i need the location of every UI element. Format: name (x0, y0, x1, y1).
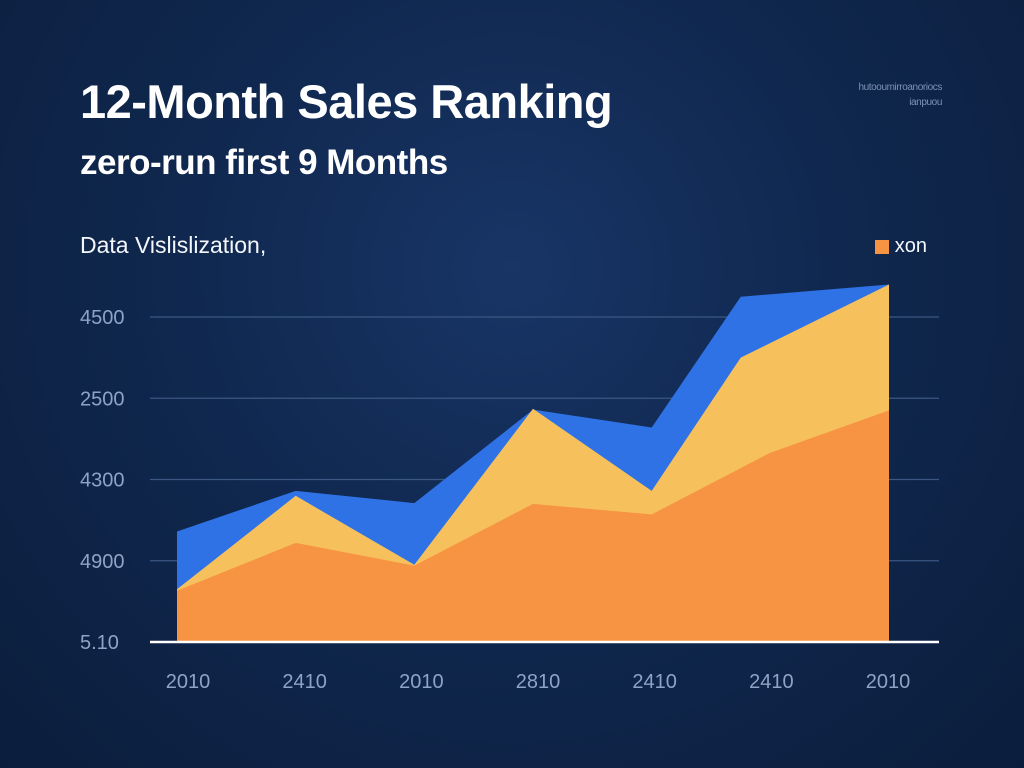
section-label: Data Vislislization, (80, 232, 267, 258)
x-tick-label-1: 2410 (282, 671, 327, 693)
x-tick-label-4: 2410 (632, 671, 677, 693)
y-tick-label-4: 4500 (80, 307, 125, 329)
y-tick-label-0: 5.10 (80, 632, 119, 654)
y-tick-label-2: 4300 (80, 470, 125, 492)
y-tick-label-1: 4900 (80, 551, 125, 573)
area-series (177, 284, 889, 642)
chart-title: 12-Month Sales Ranking (80, 75, 613, 128)
chart-subtitle: zero-run first 9 Months (80, 143, 448, 182)
legend-swatch-orange (874, 239, 889, 254)
x-tick-label-0: 2010 (166, 671, 211, 693)
x-tick-label-3: 2810 (516, 671, 561, 693)
x-tick-labels: 2010 2410 2010 2810 2410 2410 2010 (166, 671, 911, 693)
x-tick-label-5: 2410 (749, 671, 794, 693)
y-tick-label-3: 2500 (80, 388, 125, 410)
area-orange (177, 410, 889, 642)
faint-caption-line-1: hutooumirroanoriocs (858, 82, 942, 93)
y-tick-labels: 5.10 4900 4300 2500 4500 (80, 307, 125, 654)
x-tick-label-2: 2010 (399, 671, 444, 693)
faint-caption-line-2: ianpuou (909, 97, 942, 108)
legend-label: xon (894, 235, 927, 257)
chart-legend: xon (874, 235, 927, 258)
x-tick-label-6: 2010 (866, 671, 911, 693)
faint-caption: hutooumirroanoriocs ianpuou (802, 80, 942, 110)
